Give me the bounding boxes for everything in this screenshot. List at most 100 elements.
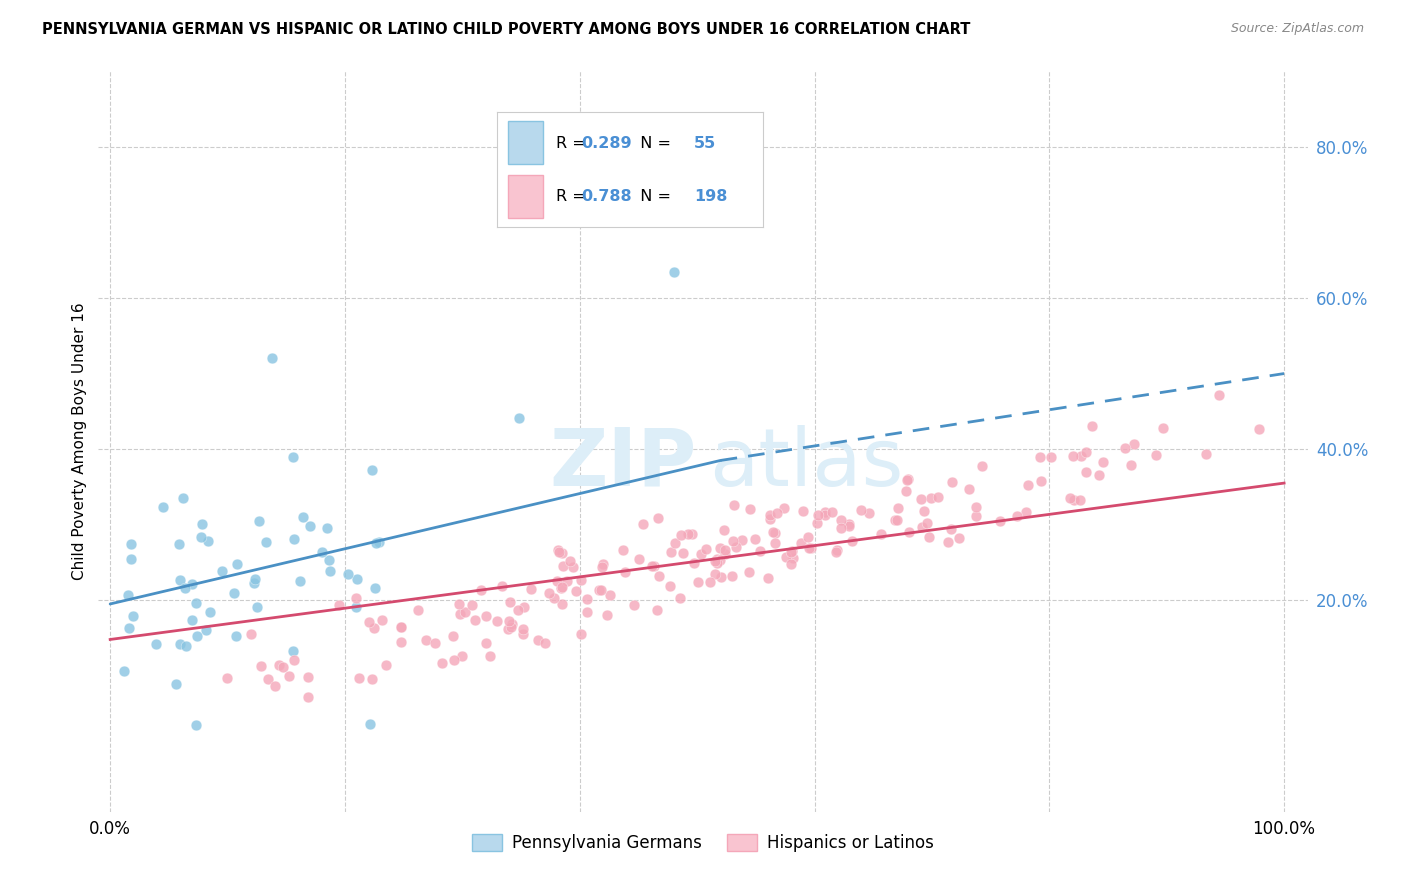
Point: [613, 565, 636, 579]
Point: [152, 500, 174, 514]
Point: [498, 614, 520, 628]
Point: [389, 620, 412, 634]
Point: [364, 581, 387, 595]
Point: [169, 573, 191, 587]
Point: [575, 605, 598, 619]
Point: [553, 558, 575, 573]
Point: [254, 535, 277, 549]
Point: [948, 531, 970, 545]
Point: [1121, 458, 1143, 473]
Point: [821, 505, 844, 519]
Point: [789, 535, 811, 549]
Point: [359, 717, 381, 731]
Point: [360, 672, 382, 686]
Point: [814, 508, 837, 522]
Point: [291, 509, 314, 524]
Point: [344, 591, 367, 606]
Point: [703, 566, 725, 581]
Point: [672, 546, 695, 560]
Point: [1123, 436, 1146, 450]
Point: [830, 513, 852, 527]
Point: [173, 581, 195, 595]
Point: [676, 527, 699, 541]
Point: [449, 597, 471, 611]
Point: [225, 557, 247, 571]
Point: [591, 582, 613, 597]
Point: [1063, 492, 1085, 507]
Point: [508, 410, 530, 425]
Point: [869, 526, 891, 541]
Point: [658, 579, 681, 593]
Point: [194, 624, 217, 638]
Point: [512, 622, 534, 636]
Point: [190, 516, 212, 531]
Point: [122, 609, 145, 624]
Point: [415, 633, 437, 648]
Point: [297, 690, 319, 704]
Point: [683, 557, 706, 571]
Point: [449, 607, 471, 621]
Point: [920, 491, 942, 505]
Point: [721, 534, 744, 549]
Point: [714, 548, 737, 562]
Text: ZIP: ZIP: [550, 425, 697, 503]
Point: [441, 630, 464, 644]
Point: [912, 504, 935, 518]
Point: [763, 536, 786, 550]
Point: [576, 592, 599, 607]
Point: [513, 599, 536, 614]
Point: [485, 614, 508, 628]
Point: [699, 575, 721, 590]
Point: [911, 520, 934, 534]
Point: [780, 545, 803, 559]
Point: [543, 591, 565, 606]
Point: [957, 483, 980, 497]
Point: [662, 264, 685, 278]
Point: [470, 583, 492, 598]
Point: [344, 600, 367, 615]
Point: [898, 524, 921, 539]
Point: [669, 591, 692, 606]
Point: [277, 669, 299, 683]
Point: [283, 532, 305, 546]
Point: [145, 637, 167, 651]
Point: [896, 472, 918, 486]
Point: [894, 483, 917, 498]
Point: [546, 574, 568, 588]
Point: [714, 542, 737, 557]
Point: [970, 459, 993, 474]
Point: [782, 550, 804, 565]
Point: [564, 583, 586, 598]
Point: [336, 566, 359, 581]
Point: [501, 617, 523, 632]
Point: [706, 556, 728, 570]
Point: [825, 542, 848, 557]
Point: [758, 512, 780, 526]
Point: [538, 586, 561, 600]
Point: [731, 533, 754, 547]
Point: [592, 557, 614, 571]
Point: [260, 351, 283, 366]
Point: [1195, 447, 1218, 461]
Point: [669, 528, 692, 542]
Point: [491, 579, 513, 593]
Point: [1247, 422, 1270, 436]
Point: [551, 597, 574, 611]
Text: PENNSYLVANIA GERMAN VS HISPANIC OR LATINO CHILD POVERTY AMONG BOYS UNDER 16 CORR: PENNSYLVANIA GERMAN VS HISPANIC OR LATIN…: [42, 22, 970, 37]
Point: [555, 574, 578, 588]
Point: [174, 639, 197, 653]
Point: [706, 552, 728, 566]
Point: [648, 568, 671, 582]
Point: [1208, 388, 1230, 402]
Point: [1114, 441, 1136, 455]
Point: [792, 504, 814, 518]
Point: [941, 522, 963, 536]
Point: [703, 554, 725, 568]
Point: [883, 513, 905, 527]
Point: [526, 632, 548, 647]
Point: [550, 581, 572, 595]
Point: [299, 519, 322, 533]
Point: [512, 627, 534, 641]
Point: [689, 548, 711, 562]
Point: [120, 536, 142, 550]
